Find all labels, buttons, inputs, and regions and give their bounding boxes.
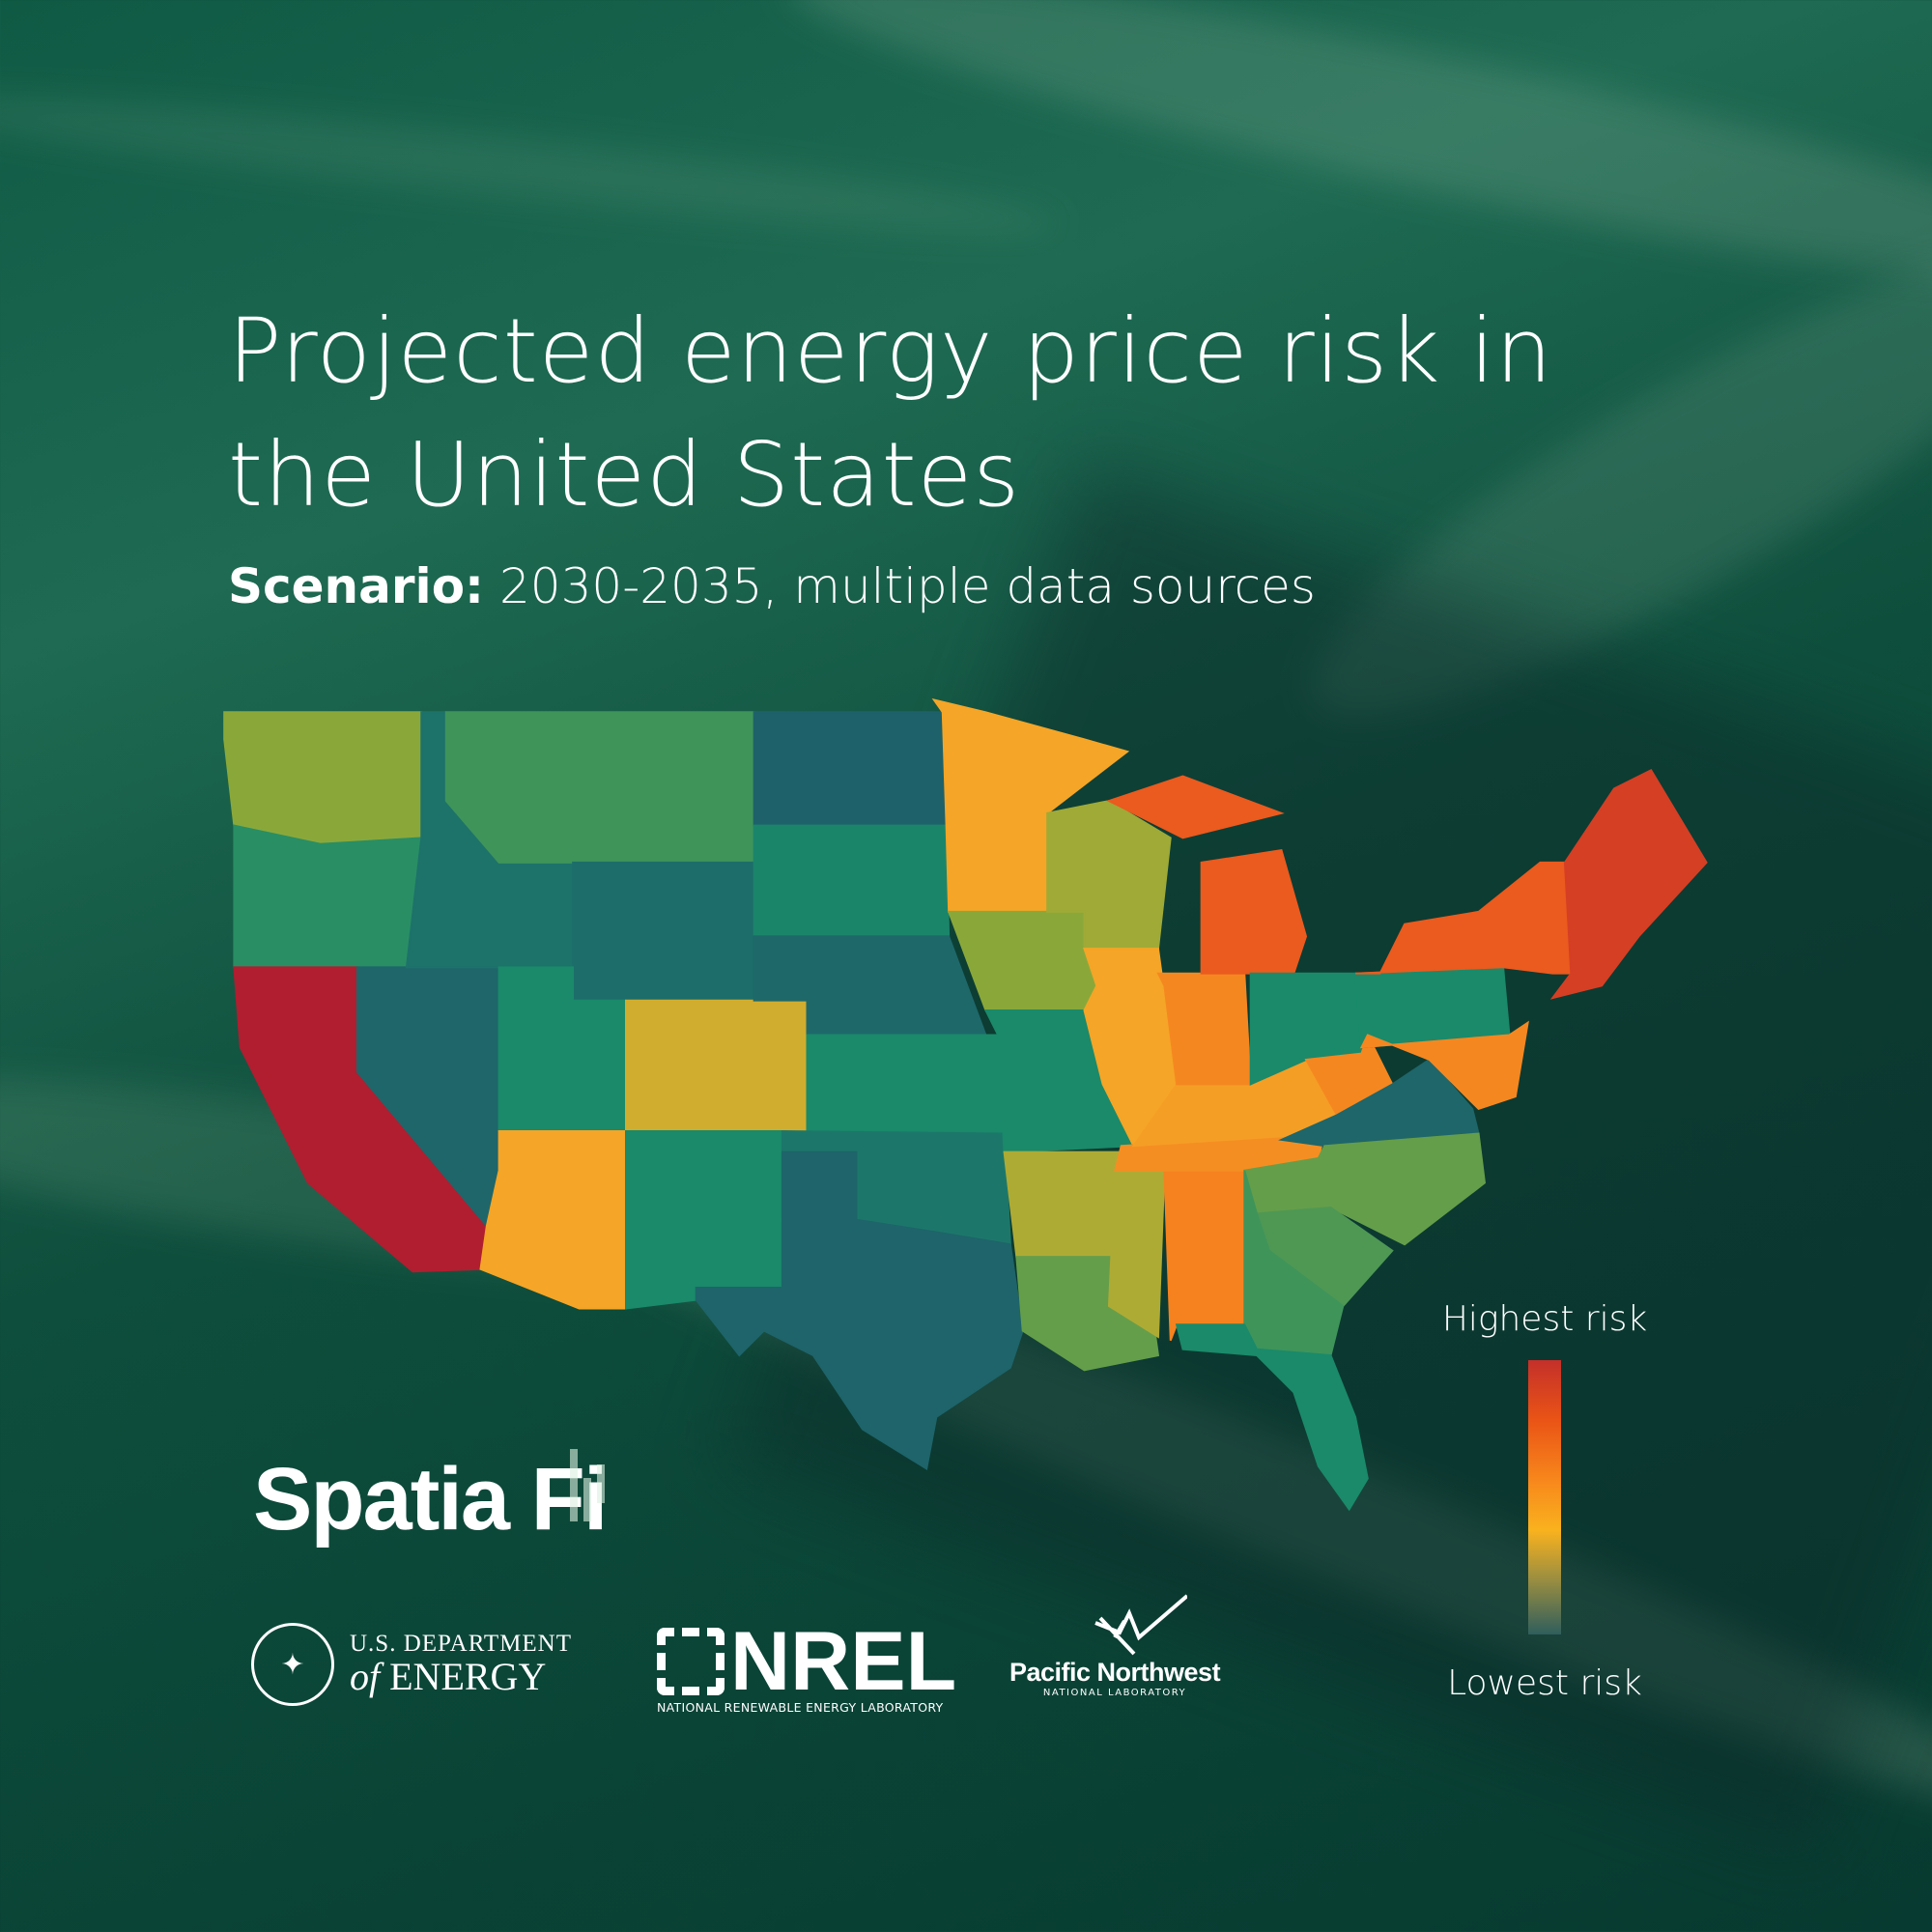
state-region-fl: [1175, 1323, 1369, 1512]
nrel-wordmark: NREL: [730, 1615, 957, 1708]
state-region-ks: [806, 1034, 1006, 1135]
page-title: Projected energy price risk in the Unite…: [228, 299, 1553, 526]
pnnl-mark-icon: [1009, 1594, 1220, 1658]
doe-line1: U.S. DEPARTMENT: [350, 1630, 572, 1657]
nrel-subtitle: NATIONAL RENEWABLE ENERGY LABORATORY: [657, 1700, 944, 1715]
state-region-or: [233, 824, 423, 969]
pnnl-logo: Pacific Northwest NATIONAL LABORATORY: [1009, 1594, 1221, 1698]
state-region-co: [625, 999, 809, 1132]
scenario-label: Scenario:: [228, 558, 485, 614]
doe-seal-icon: ✦: [251, 1623, 334, 1706]
nrel-ring-icon: [657, 1628, 724, 1695]
doe-logo: ✦ U.S. DEPARTMENT of ENERGY: [251, 1623, 572, 1706]
state-region-al: [1163, 1169, 1246, 1342]
state-region-ar: [1003, 1151, 1129, 1258]
state-region-wy: [572, 861, 755, 1002]
legend-high-label: Highest risk: [1441, 1299, 1648, 1339]
legend-low-label: Lowest risk: [1447, 1663, 1642, 1703]
state-region-mt: [444, 711, 755, 864]
state-region-sd: [753, 824, 951, 938]
scenario-value: 2030-2035, multiple data sources: [498, 558, 1316, 614]
state-region-nm: [625, 1129, 783, 1310]
doe-line2: ENERGY: [389, 1655, 547, 1699]
pnnl-line1: Pacific Northwest: [1009, 1658, 1221, 1687]
state-region-az: [479, 1129, 627, 1310]
state-region-il: [1083, 948, 1179, 1149]
state-region-new-england: [1549, 768, 1708, 1000]
spatiafi-wordmark: Spatia Fi: [253, 1450, 608, 1548]
doe-of: of: [350, 1655, 381, 1699]
pnnl-line2: NATIONAL LABORATORY: [1042, 1688, 1187, 1698]
state-region-wa: [223, 711, 423, 845]
state-region-nd: [753, 711, 948, 827]
spatiafi-logo: Spatia Fi: [253, 1449, 608, 1550]
nrel-logo: NREL NATIONAL RENEWABLE ENERGY LABORATOR…: [657, 1615, 957, 1715]
state-region-tx: [695, 1151, 1024, 1470]
legend-color-scale: [1528, 1360, 1561, 1634]
state-region-mi-up: [1106, 775, 1285, 839]
state-region-mi: [1200, 849, 1308, 975]
state-region-wv: [1304, 1032, 1394, 1117]
state-region-ny: [1355, 861, 1573, 975]
state-region-nj-md-de: [1359, 1020, 1529, 1111]
state-region-pa: [1354, 966, 1511, 1049]
scenario-subtitle: Scenario: 2030-2035, multiple data sourc…: [228, 558, 1316, 614]
state-region-ms: [1107, 1169, 1166, 1339]
